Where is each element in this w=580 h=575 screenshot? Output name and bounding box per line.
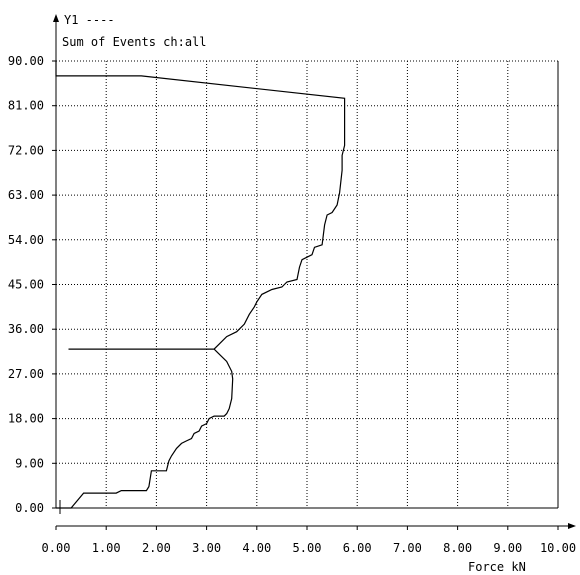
y-tick-label: 90.00 — [8, 54, 44, 68]
legend-label: Y1 ---- — [64, 13, 115, 27]
y-axis-title: Sum of Events ch:all — [62, 35, 207, 49]
series-line — [55, 61, 346, 509]
x-tick-label: 7.00 — [393, 541, 422, 555]
x-axis-title: Force kN — [468, 560, 526, 574]
x-axis-arrow — [568, 523, 576, 529]
y-tick-label: 54.00 — [8, 233, 44, 247]
x-tick-label: 10.00 — [540, 541, 576, 555]
grid-lines — [56, 60, 559, 508]
y-tick-label: 18.00 — [8, 412, 44, 426]
y-tick-label: 0.00 — [15, 501, 44, 515]
x-tick-label: 4.00 — [242, 541, 271, 555]
tick-labels: 0.00 1.00 2.00 3.00 4.00 5.00 6.00 7.00 8.00 9.00… — [8, 54, 576, 555]
x-tick-label: 5.00 — [293, 541, 322, 555]
x-tick-label: 1.00 — [92, 541, 121, 555]
x-tick-label: 8.00 — [443, 541, 472, 555]
x-tick-label: 6.00 — [343, 541, 372, 555]
y-tick-label: 72.00 — [8, 143, 44, 157]
x-tick-label: 2.00 — [142, 541, 171, 555]
y-axis-arrow — [53, 14, 59, 22]
series — [55, 61, 346, 509]
y-tick-label: 36.00 — [8, 322, 44, 336]
y-tick-label: 81.00 — [8, 99, 44, 113]
y-tick-label: 9.00 — [15, 456, 44, 470]
y-tick-label: 63.00 — [8, 188, 44, 202]
x-tick-label: 9.00 — [493, 541, 522, 555]
axes — [53, 14, 576, 529]
y-tick-label: 27.00 — [8, 367, 44, 381]
y-tick-label: 45.00 — [8, 278, 44, 292]
x-tick-label: 3.00 — [192, 541, 221, 555]
x-tick-label: 0.00 — [42, 541, 71, 555]
